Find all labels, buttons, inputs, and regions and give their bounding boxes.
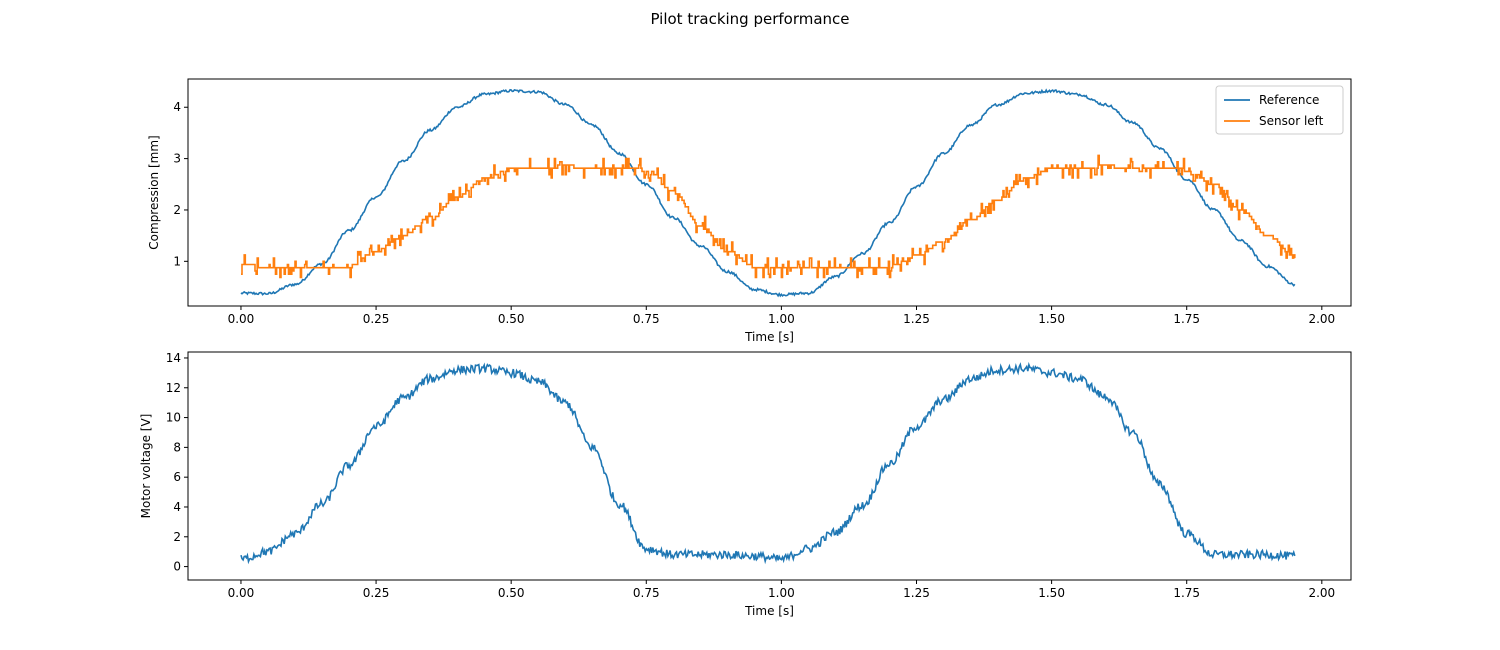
legend-label: Reference xyxy=(1259,93,1319,107)
x-tick-label: 1.50 xyxy=(1038,586,1065,600)
legend-label: Sensor left xyxy=(1259,114,1324,128)
y-tick-label: 4 xyxy=(173,500,181,514)
y-tick-label: 2 xyxy=(173,530,181,544)
x-axis-label: Time [s] xyxy=(744,604,794,618)
x-tick-label: 1.75 xyxy=(1173,312,1200,326)
x-tick-label: 0.25 xyxy=(363,312,390,326)
series-line-voltage xyxy=(240,361,1296,565)
y-tick-label: 0 xyxy=(173,560,181,574)
x-tick-label: 2.00 xyxy=(1308,586,1335,600)
x-tick-label: 0.00 xyxy=(228,586,255,600)
y-tick-label: 10 xyxy=(166,411,181,425)
legend-box xyxy=(1215,85,1344,135)
x-tick-label: 2.00 xyxy=(1308,312,1335,326)
y-tick-label: 2 xyxy=(173,203,181,217)
y-tick-label: 4 xyxy=(173,100,181,114)
x-tick-label: 0.25 xyxy=(363,586,390,600)
x-tick-label: 1.00 xyxy=(768,586,795,600)
x-tick-label: 0.50 xyxy=(498,312,525,326)
y-tick-label: 12 xyxy=(166,381,181,395)
x-tick-label: 1.50 xyxy=(1038,312,1065,326)
y-tick-label: 14 xyxy=(166,351,181,365)
x-axis-label: Time [s] xyxy=(744,330,794,344)
y-axis-label: Motor voltage [V] xyxy=(139,414,153,519)
x-tick-label: 0.50 xyxy=(498,586,525,600)
y-tick-label: 3 xyxy=(173,152,181,166)
axes-frame xyxy=(187,351,1352,581)
x-tick-label: 1.25 xyxy=(903,312,930,326)
x-tick-label: 1.00 xyxy=(768,312,795,326)
legend: Reference Sensor left xyxy=(1215,85,1344,135)
subplot-2: 0.00 0.25 0.50 0.75 1.00 1.25 1.50 1.75 2.00 0 2 4 6… xyxy=(139,351,1352,618)
series-line-reference xyxy=(240,88,1296,298)
y-tick-label: 1 xyxy=(173,254,181,268)
y-tick-label: 8 xyxy=(173,440,181,454)
y-axis-label: Compression [mm] xyxy=(147,135,161,249)
subplot-1: 0.00 0.25 0.50 0.75 1.00 1.25 1.50 1.75 2.00 1 2 3 4… xyxy=(147,78,1352,344)
x-tick-label: 1.25 xyxy=(903,586,930,600)
x-tick-label: 1.75 xyxy=(1173,586,1200,600)
x-tick-label: 0.75 xyxy=(633,312,660,326)
axes-frame xyxy=(187,78,1352,307)
figure-title: Pilot tracking performance xyxy=(650,10,850,28)
y-tick-label: 6 xyxy=(173,470,181,484)
x-tick-label: 0.75 xyxy=(633,586,660,600)
x-tick-label: 0.00 xyxy=(228,312,255,326)
series-line-sensor-left xyxy=(241,154,1296,279)
